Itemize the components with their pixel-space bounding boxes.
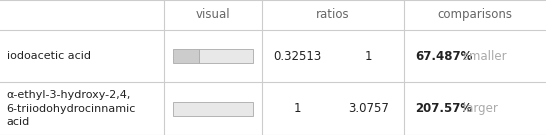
Text: α-ethyl-3-hydroxy-2,4,
6-triiodohydrocinnamic
acid: α-ethyl-3-hydroxy-2,4, 6-triiodohydrocin… <box>7 90 136 127</box>
Text: larger: larger <box>459 102 498 115</box>
Text: 1: 1 <box>294 102 301 115</box>
Text: 1: 1 <box>365 50 372 63</box>
Bar <box>173 102 253 116</box>
Text: iodoacetic acid: iodoacetic acid <box>7 51 91 61</box>
Bar <box>173 49 199 63</box>
Text: 3.0757: 3.0757 <box>348 102 389 115</box>
Text: visual: visual <box>195 8 230 21</box>
Text: 207.57%: 207.57% <box>416 102 472 115</box>
Bar <box>199 49 253 63</box>
Text: 0.32513: 0.32513 <box>274 50 322 63</box>
Text: 67.487%: 67.487% <box>416 50 473 63</box>
Text: comparisons: comparisons <box>437 8 513 21</box>
Text: smaller: smaller <box>459 50 507 63</box>
Text: ratios: ratios <box>316 8 350 21</box>
